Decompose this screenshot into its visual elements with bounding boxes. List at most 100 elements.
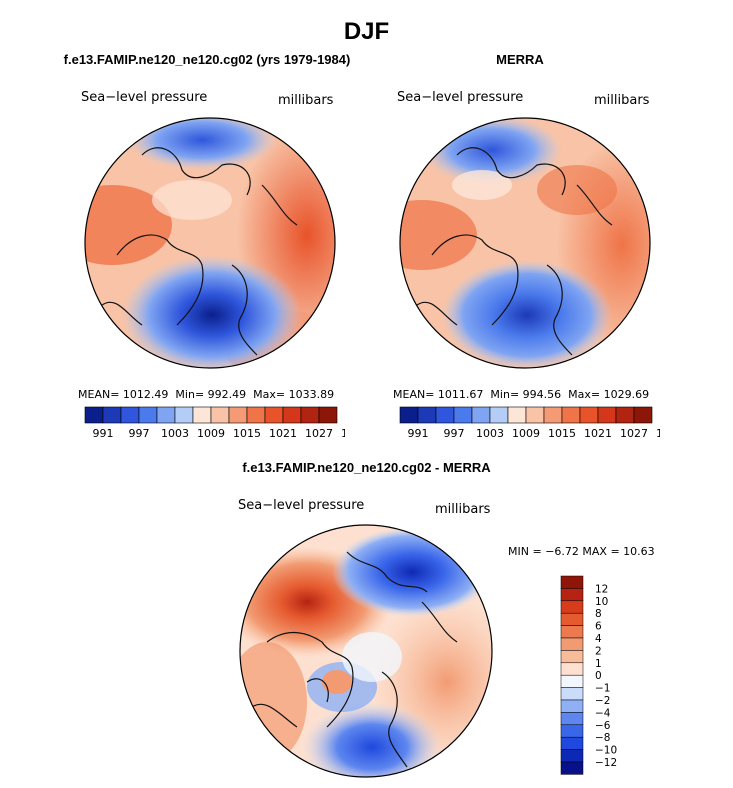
panel3-colorbar-tick: 6: [595, 621, 602, 633]
panel2-colorbar-tick: 1003: [476, 427, 504, 440]
panel3-colorbar-swatch: [560, 674, 584, 688]
panel1-max-label: Max=: [253, 388, 286, 401]
panel2-colorbar-tick: 991: [408, 427, 429, 440]
panel3-min-value: −6.72: [545, 545, 579, 558]
panel3-colorbar-swatch: [560, 736, 584, 750]
panel1-colorbar-tick: 991: [93, 427, 114, 440]
panel1-title: f.e13.FAMIP.ne120_ne120.cg02 (yrs 1979-1…: [63, 52, 351, 67]
panel1-colorbar-swatch: [102, 406, 122, 424]
panel3-max-value: 10.63: [623, 545, 655, 558]
panel2-colorbar-swatch: [633, 406, 653, 424]
panel2-colorbar-swatch: [399, 406, 419, 424]
panel1-colorbar-swatch: [264, 406, 284, 424]
panel3-colorbar-swatch: [560, 662, 584, 676]
panel1-colorbar-swatch: [138, 406, 158, 424]
panel1-min-label: Min=: [175, 388, 205, 401]
panel2-left-label: Sea−level pressure: [397, 90, 524, 105]
panel1-colorbar-tick: 1033: [341, 427, 345, 440]
panel2-colorbar-swatch: [489, 406, 509, 424]
panel3-colorbar-tick: 8: [595, 608, 602, 620]
panel3-colorbar-swatch: [560, 588, 584, 602]
panel3-colorbar-swatch: [560, 687, 584, 701]
panel3-colorbar-tick: 10: [595, 596, 608, 608]
panel2-colorbar-tick: 1015: [548, 427, 576, 440]
panel3-colorbar-swatch: [560, 650, 584, 664]
panel1-colorbar-swatch: [84, 406, 104, 424]
panel3-colorbar-swatch: [560, 761, 584, 775]
panel2-colorbar-swatch: [507, 406, 527, 424]
panel2-colorbar-swatch: [561, 406, 581, 424]
panel3-colorbar-swatch: [560, 625, 584, 639]
panel3-colorbar-tick: 1: [595, 658, 602, 670]
panel2-colorbar-swatch: [435, 406, 455, 424]
panel1-stats: MEAN= 1012.49 Min= 992.49 Max= 1033.89: [78, 388, 334, 401]
panel2-colorbar-swatch: [525, 406, 545, 424]
panel3-colorbar-swatch: [560, 575, 584, 589]
panel1-left-label: Sea−level pressure: [81, 90, 208, 105]
panel3-title: f.e13.FAMIP.ne120_ne120.cg02 - MERRA: [242, 460, 491, 475]
panel2-stats: MEAN= 1011.67 Min= 994.56 Max= 1029.69: [393, 388, 649, 401]
panel3-colorbar-swatch: [560, 612, 584, 626]
panel3-colorbar-tick: 4: [595, 633, 602, 645]
panel3-colorbar-tick: −2: [595, 695, 610, 707]
panel3-colorbar-tick: 2: [595, 645, 602, 657]
panel2-colorbar-swatch: [579, 406, 599, 424]
panel1-colorbar-swatch: [174, 406, 194, 424]
panel2-max-label: Max=: [568, 388, 601, 401]
panel2-colorbar: 991 997 1003 1009 1015 1021 1027 1033: [399, 406, 660, 440]
panel3-colorbar-swatch: [560, 712, 584, 726]
panel3-colorbar-swatch: [560, 637, 584, 651]
panel1-mean-value: 1012.49: [122, 388, 169, 401]
panel2-colorbar-swatch: [597, 406, 617, 424]
panel3-max-label: MAX =: [582, 545, 620, 558]
panel1-right-label: millibars: [278, 93, 334, 108]
panel2-colorbar-tick: 997: [444, 427, 465, 440]
panel2-min-label: Min=: [490, 388, 520, 401]
panel1-colorbar-tick: 1021: [269, 427, 297, 440]
panel3-colorbar-tick: −12: [595, 757, 617, 769]
panel3-colorbar-tick: −6: [595, 720, 611, 732]
panel1-colorbar-swatch: [120, 406, 140, 424]
panel2-colorbar-tick: 1027: [620, 427, 648, 440]
panel2-colorbar-swatch: [453, 406, 473, 424]
panel3-stats: MIN = −6.72 MAX = 10.63: [508, 545, 655, 558]
panel3-colorbar-tick: −1: [595, 683, 610, 695]
panel1-colorbar-swatch: [210, 406, 230, 424]
panel2-colorbar-tick: 1009: [512, 427, 540, 440]
panel1-colorbar-swatch: [228, 406, 248, 424]
panel1-min-value: 992.49: [207, 388, 247, 401]
panel3-colorbar-swatch: [560, 724, 584, 738]
figure-title: DJF: [343, 18, 390, 45]
panel3-colorbar-tick: 12: [595, 583, 608, 595]
panel3-colorbar-tick: 0: [595, 670, 602, 682]
panel1-colorbar-tick: 1003: [161, 427, 189, 440]
panel1-colorbar-tick: 1027: [305, 427, 333, 440]
panel2-mean-label: MEAN=: [393, 388, 435, 401]
panel1-map: [84, 117, 336, 369]
panel3-colorbar-swatch: [560, 699, 584, 713]
panel1-colorbar-tick: 1009: [197, 427, 225, 440]
panel1-colorbar-swatch: [282, 406, 302, 424]
panel2-right-label: millibars: [594, 93, 650, 108]
panel3-colorbar-swatch: [560, 600, 584, 614]
panel1-colorbar-swatch: [156, 406, 176, 424]
panel3-map: [239, 524, 493, 778]
panel1-max-value: 1033.89: [288, 388, 335, 401]
panel2-colorbar-swatch: [543, 406, 563, 424]
panel1-mean-label: MEAN=: [78, 388, 120, 401]
panel2-colorbar-swatch: [471, 406, 491, 424]
panel2-title: MERRA: [496, 52, 544, 67]
panel2-colorbar-tick: 1021: [584, 427, 612, 440]
panel1-colorbar-tick: 997: [129, 427, 150, 440]
panel3-min-label: MIN =: [508, 545, 542, 558]
panel1-colorbar-swatch: [192, 406, 212, 424]
panel1-colorbar-swatch: [300, 406, 320, 424]
panel3-colorbar-tick: −10: [595, 745, 617, 757]
panel3-right-label: millibars: [435, 502, 491, 517]
panel2-colorbar-swatch: [615, 406, 635, 424]
panel2-colorbar-tick: 1033: [656, 427, 660, 440]
panel3-left-label: Sea−level pressure: [238, 498, 365, 513]
panel2-map: [399, 117, 651, 369]
panel3-colorbar-tick: −8: [595, 732, 610, 744]
